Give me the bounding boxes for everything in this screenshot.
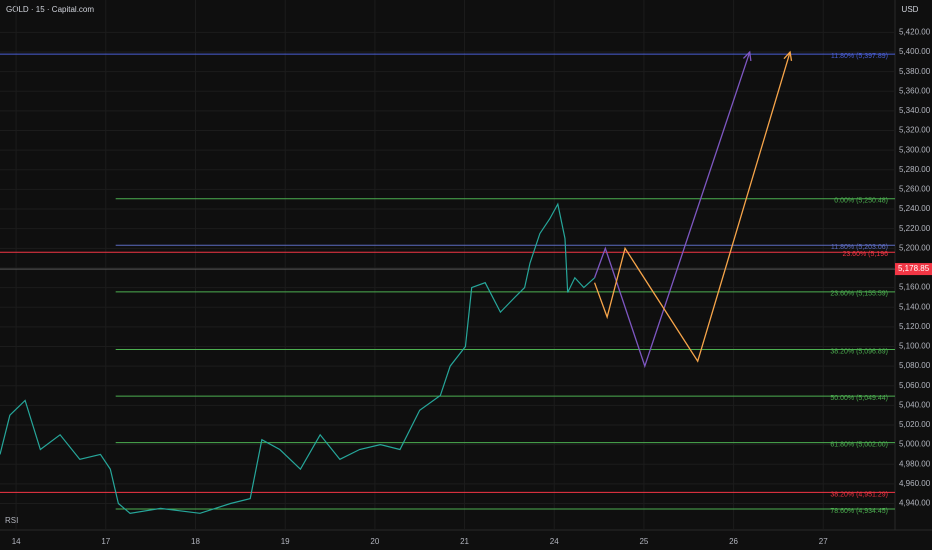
- y-tick-label: 5,100.00: [899, 342, 931, 351]
- y-tick-label: 5,280.00: [899, 165, 931, 174]
- last-price-tag: [895, 263, 932, 276]
- y-tick-label: 5,360.00: [899, 86, 931, 95]
- arrow-head: [742, 50, 752, 62]
- projection-path: [593, 51, 791, 363]
- x-tick-label: 20: [370, 537, 379, 546]
- price-line: [0, 202, 595, 514]
- x-tick-label: 25: [639, 537, 648, 546]
- x-tick-label: 19: [281, 537, 290, 546]
- fib-label: 61.80% (5,002.00): [830, 441, 888, 448]
- y-tick-label: 5,000.00: [899, 440, 931, 449]
- y-tick-label: 4,980.00: [899, 459, 931, 468]
- currency[interactable]: USD: [902, 5, 919, 14]
- fib-label: 23.60% (5,196: [842, 251, 888, 258]
- y-tick-label: 4,940.00: [899, 499, 931, 508]
- y-tick-label: 5,220.00: [899, 224, 931, 233]
- y-tick-label: 5,320.00: [899, 126, 931, 135]
- y-tick-label: 5,060.00: [899, 381, 931, 390]
- projection-path: [593, 51, 751, 369]
- y-tick-label: 5,380.00: [899, 67, 931, 76]
- y-tick-label: 5,300.00: [899, 145, 931, 154]
- fib-label: 38.20% (4,951.29): [830, 491, 888, 498]
- arrow-head: [783, 50, 793, 62]
- y-tick-label: 5,140.00: [899, 302, 931, 311]
- y-tick-label: 5,040.00: [899, 400, 931, 409]
- x-tick-label: 24: [550, 537, 559, 546]
- x-tick-label: 21: [460, 537, 469, 546]
- y-tick-label: 5,120.00: [899, 322, 931, 331]
- y-tick-label: 5,340.00: [899, 106, 931, 115]
- y-tick-label: 5,020.00: [899, 420, 931, 429]
- indicator-label: RSI: [5, 516, 18, 525]
- fib-label: 0.00% (5,250.48): [834, 198, 888, 205]
- fib-label: 78.60% (4,934.45): [830, 508, 888, 515]
- x-tick-label: 27: [819, 537, 828, 546]
- fib-label: 11.80% (5,203.06): [831, 244, 888, 251]
- x-tick-label: 18: [191, 537, 200, 546]
- fib-label: 38.20% (5,096.89): [830, 348, 888, 355]
- symbol-title: GOLD · 15 · Capital.com: [6, 5, 94, 14]
- y-tick-label: 5,420.00: [899, 27, 931, 36]
- x-tick-label: 26: [729, 537, 738, 546]
- y-tick-label: 5,240.00: [899, 204, 931, 213]
- y-tick-label: 5,080.00: [899, 361, 931, 370]
- y-tick-label: 5,200.00: [899, 243, 931, 252]
- y-tick-label: 4,960.00: [899, 479, 931, 488]
- x-tick-label: 14: [12, 537, 21, 546]
- fib-label: 11.80% (5,397.89): [831, 53, 888, 60]
- fib-label: 23.60% (5,155.59): [830, 291, 888, 298]
- fib-label: 50.00% (5,049.44): [830, 395, 888, 402]
- y-tick-label: 5,160.00: [899, 283, 931, 292]
- last-price-label: 5,178.85: [898, 264, 930, 273]
- y-tick-label: 5,400.00: [899, 47, 931, 56]
- x-tick-label: 17: [101, 537, 110, 546]
- y-tick-label: 5,260.00: [899, 185, 931, 194]
